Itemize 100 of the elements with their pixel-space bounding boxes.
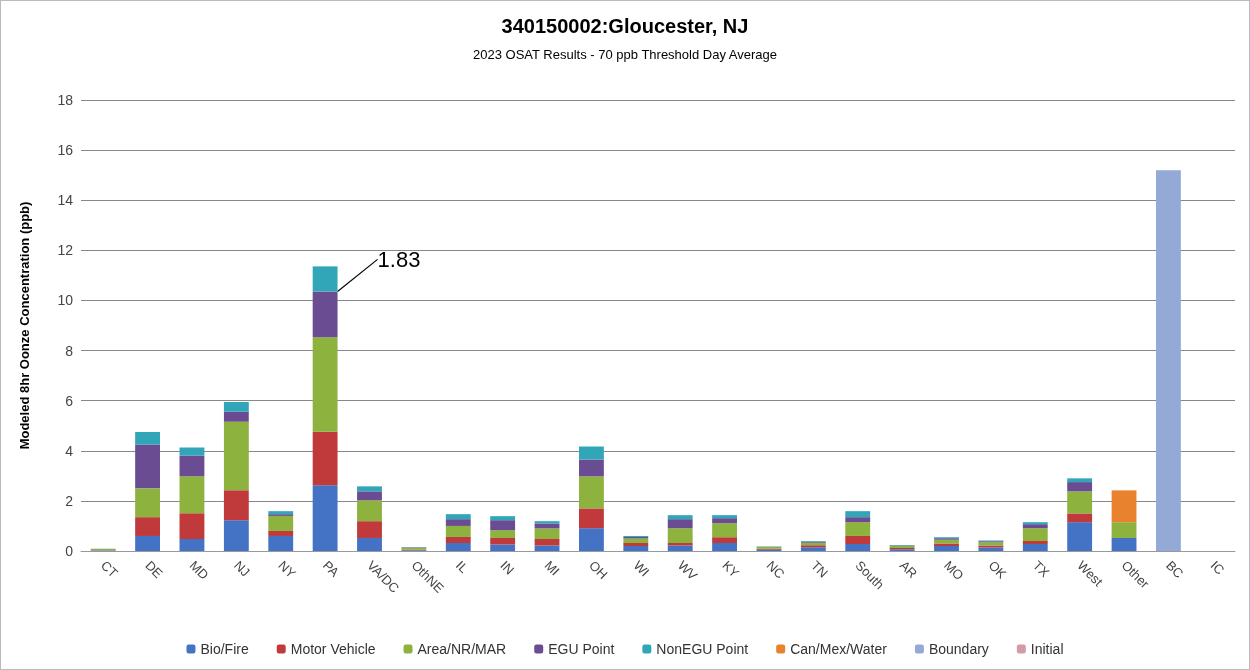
bar bbox=[712, 518, 737, 524]
bar bbox=[1022, 540, 1048, 544]
bar bbox=[357, 537, 382, 551]
bar bbox=[623, 545, 649, 551]
y-tick-label: 8 bbox=[65, 342, 74, 359]
bar bbox=[445, 542, 471, 551]
bar bbox=[579, 446, 604, 460]
y-tick-label: 16 bbox=[57, 142, 74, 159]
y-tick-label: 12 bbox=[57, 242, 74, 259]
y-axis-title: Modeled 8hr Oonze Concentration (ppb) bbox=[17, 201, 32, 450]
bar bbox=[1022, 522, 1048, 525]
bar bbox=[1022, 524, 1048, 529]
bar bbox=[312, 291, 338, 338]
x-tick-label: OH bbox=[586, 557, 611, 583]
bar bbox=[667, 545, 693, 551]
bar bbox=[490, 530, 516, 538]
bar bbox=[667, 519, 693, 529]
bar bbox=[490, 520, 516, 531]
legend-label: Can/Mex/Water bbox=[790, 641, 888, 657]
bar bbox=[357, 521, 382, 538]
bar bbox=[312, 337, 338, 432]
bar bbox=[534, 545, 560, 551]
legend-label: Motor Vehicle bbox=[290, 641, 376, 657]
x-tick-label: IC bbox=[1207, 557, 1228, 578]
bar bbox=[1022, 543, 1048, 551]
bar bbox=[1022, 528, 1048, 541]
bar bbox=[534, 528, 560, 539]
bar bbox=[135, 535, 160, 551]
bar bbox=[223, 520, 249, 551]
x-tick-label: BC bbox=[1163, 557, 1187, 582]
x-tick-label: MD bbox=[186, 557, 212, 583]
legend-label: EGU Point bbox=[548, 641, 615, 657]
bar bbox=[667, 515, 693, 520]
bar bbox=[845, 517, 871, 523]
bar bbox=[312, 431, 338, 486]
x-tick-label: WI bbox=[630, 557, 653, 580]
bar bbox=[312, 266, 338, 292]
bar bbox=[268, 515, 294, 531]
data-label: 1.83 bbox=[377, 246, 421, 272]
bar bbox=[445, 525, 471, 537]
bar bbox=[179, 455, 205, 477]
bar bbox=[712, 515, 737, 519]
legend-label: Initial bbox=[1030, 641, 1064, 657]
y-tick-label: 0 bbox=[65, 543, 74, 559]
bar bbox=[135, 444, 160, 489]
y-tick-label: 6 bbox=[65, 392, 74, 409]
bar bbox=[934, 545, 959, 551]
bar bbox=[712, 542, 737, 551]
bar bbox=[579, 459, 604, 477]
legend-label: Boundary bbox=[928, 641, 989, 657]
bar bbox=[223, 411, 249, 422]
bar bbox=[445, 519, 471, 526]
bar bbox=[312, 485, 338, 551]
bar bbox=[490, 544, 516, 551]
bar bbox=[1067, 491, 1093, 514]
x-tick-label: NY bbox=[275, 557, 300, 582]
bar bbox=[179, 513, 205, 539]
bar bbox=[845, 522, 871, 536]
legend-label: Bio/Fire bbox=[200, 641, 249, 657]
chart-title: 340150002:Gloucester, NJ bbox=[501, 15, 749, 37]
bar bbox=[357, 491, 382, 501]
bar bbox=[179, 538, 205, 551]
bar bbox=[268, 530, 294, 536]
bar bbox=[1067, 478, 1093, 483]
bar bbox=[712, 537, 737, 543]
bar bbox=[1156, 170, 1181, 551]
bar bbox=[357, 500, 382, 522]
bar bbox=[223, 421, 249, 491]
bar bbox=[135, 431, 160, 445]
bar bbox=[223, 401, 249, 412]
y-tick-label: 4 bbox=[65, 442, 74, 459]
bar bbox=[1111, 537, 1137, 551]
bar bbox=[667, 528, 693, 543]
x-tick-label: PA bbox=[319, 557, 343, 581]
x-tick-label: TN bbox=[808, 557, 831, 581]
bar bbox=[623, 538, 649, 543]
x-tick-label: AR bbox=[896, 557, 921, 582]
x-tick-label: NJ bbox=[231, 557, 253, 580]
legend-label: NonEGU Point bbox=[656, 641, 749, 657]
bar bbox=[268, 535, 294, 551]
bar bbox=[445, 514, 471, 520]
y-tick-label: 2 bbox=[65, 492, 74, 509]
bar bbox=[135, 488, 160, 518]
bar bbox=[579, 528, 604, 551]
x-tick-label: KY bbox=[719, 557, 743, 581]
bar bbox=[934, 543, 959, 546]
bar bbox=[179, 476, 205, 514]
x-tick-label: IN bbox=[497, 557, 518, 578]
x-tick-label: DE bbox=[142, 557, 166, 582]
bar bbox=[1067, 513, 1093, 523]
bar bbox=[1067, 522, 1093, 551]
x-tick-label: MO bbox=[941, 557, 967, 584]
bar bbox=[623, 542, 649, 546]
bar bbox=[223, 490, 249, 521]
bar bbox=[845, 535, 871, 544]
bar bbox=[135, 517, 160, 536]
bar bbox=[490, 537, 516, 545]
legend-label: Area/NR/MAR bbox=[417, 641, 507, 657]
y-tick-label: 14 bbox=[57, 192, 74, 209]
bar bbox=[845, 543, 871, 551]
